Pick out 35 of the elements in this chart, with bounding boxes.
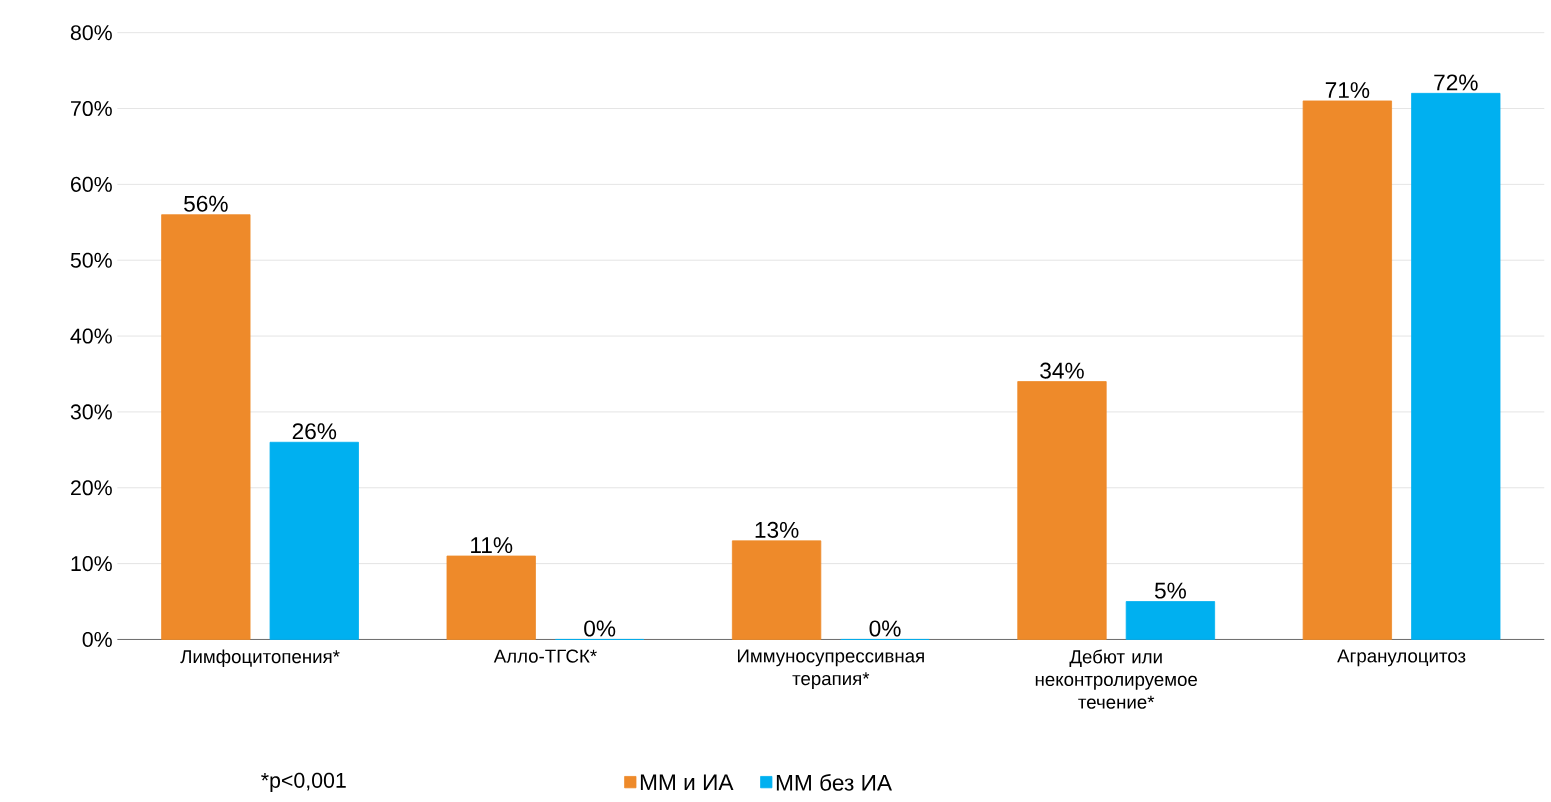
bar <box>1125 601 1216 640</box>
bar <box>446 555 536 640</box>
data-label: 11% <box>471 537 513 553</box>
y-tick-label: 30% <box>70 404 112 420</box>
bar <box>269 441 359 640</box>
x-tick-label: Алло-ТГСК* <box>493 649 597 663</box>
y-tick-label: 60% <box>71 176 112 192</box>
data-label: 72% <box>1434 74 1478 91</box>
bar <box>1411 92 1501 640</box>
legend-label: ММ и ИА <box>640 774 734 790</box>
x-tick-label: Иммуносупрессивная терапия* <box>737 649 924 689</box>
y-tick-label: 40% <box>70 328 112 344</box>
bar <box>1017 381 1107 640</box>
data-label: 13% <box>755 521 799 538</box>
bar <box>1302 100 1392 640</box>
y-tick-label: 50% <box>70 252 112 268</box>
legend-label: ММ без ИА <box>776 773 892 791</box>
text: *p<0,001 <box>261 772 346 793</box>
y-tick-label: 10% <box>71 555 112 572</box>
data-label: 0% <box>869 620 901 637</box>
data-label: 5% <box>1154 582 1186 599</box>
x-tick-label: Агранулоцитоз <box>1337 649 1466 667</box>
x-tick-label: Лимфоцитопения* <box>180 649 340 667</box>
data-label: 71% <box>1325 82 1370 98</box>
y-tick-label: 70% <box>71 100 112 116</box>
data-label: 26% <box>292 423 337 440</box>
bar <box>161 214 251 640</box>
bar <box>731 540 822 640</box>
y-tick-label: 20% <box>71 480 112 496</box>
data-label: 56% <box>184 195 228 212</box>
y-tick-label: 80% <box>70 25 112 41</box>
data-label: 0% <box>584 620 616 637</box>
data-label: 34% <box>1040 362 1084 379</box>
x-tick-label: Дебют или неконтролируемое течение* <box>1035 649 1197 709</box>
y-tick-label: 0% <box>82 631 112 647</box>
